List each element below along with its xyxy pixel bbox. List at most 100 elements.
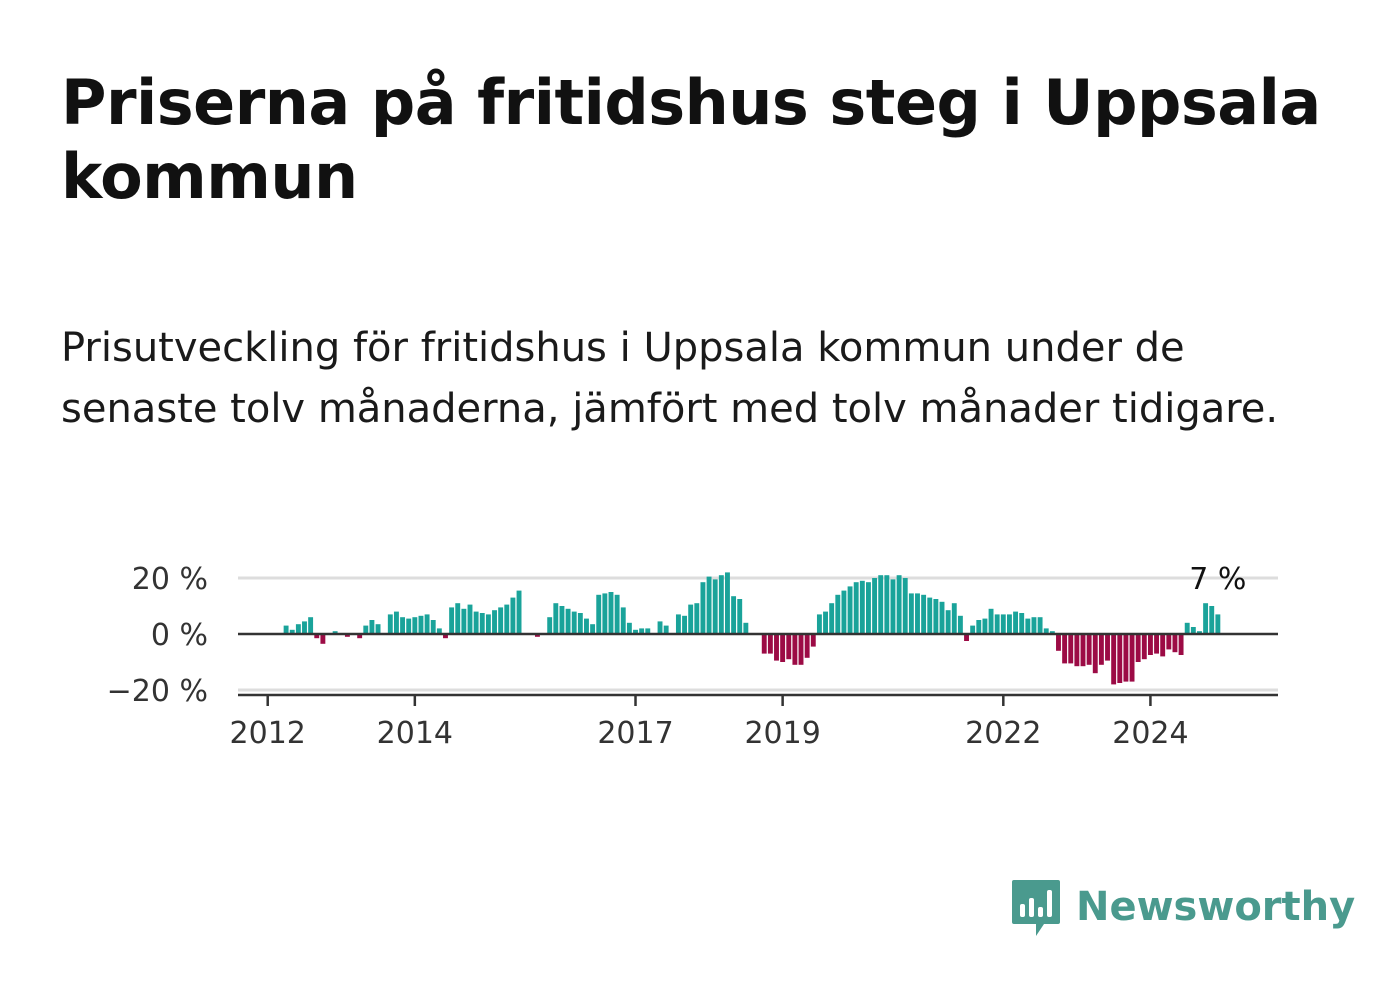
bar xyxy=(700,582,706,634)
bar xyxy=(534,634,540,637)
y-tick-label: −20 % xyxy=(107,674,208,709)
bar xyxy=(859,580,865,634)
bar xyxy=(308,617,314,634)
bar xyxy=(344,634,350,637)
bar xyxy=(737,599,743,634)
bar xyxy=(964,634,969,641)
bar xyxy=(657,621,663,634)
bar xyxy=(320,634,326,644)
bar xyxy=(492,610,497,634)
x-tick-label: 2024 xyxy=(1112,716,1188,751)
bar xyxy=(902,578,908,634)
bar xyxy=(645,628,651,634)
bar xyxy=(1184,622,1190,634)
bar xyxy=(461,608,467,634)
bar xyxy=(1098,634,1104,665)
bar xyxy=(369,620,375,634)
bar xyxy=(994,614,1000,634)
bar xyxy=(1074,634,1080,667)
bar xyxy=(608,592,614,634)
bar xyxy=(1111,634,1117,685)
bar xyxy=(1080,634,1086,667)
bar xyxy=(590,624,596,634)
bar xyxy=(565,608,571,634)
bar xyxy=(473,611,479,634)
bar xyxy=(847,586,853,634)
bar xyxy=(1019,613,1025,634)
bar xyxy=(1160,634,1166,657)
bar xyxy=(1135,634,1141,662)
chart-subtitle: Prisutveckling för fritidshus i Uppsala … xyxy=(61,325,1279,432)
bar xyxy=(915,593,920,634)
bar xyxy=(1197,631,1202,634)
bar xyxy=(584,618,589,634)
bar xyxy=(363,625,369,634)
bar xyxy=(774,634,779,661)
bar xyxy=(1086,634,1092,665)
bar xyxy=(896,575,902,634)
bar xyxy=(1190,627,1196,634)
bar xyxy=(866,582,871,634)
bar xyxy=(786,634,792,660)
bar xyxy=(816,614,822,634)
bar xyxy=(467,604,473,634)
bar xyxy=(939,601,945,634)
bar xyxy=(1037,617,1043,634)
bar xyxy=(479,613,485,634)
bar xyxy=(577,613,583,634)
bar xyxy=(761,634,767,654)
y-tick-label: 0 % xyxy=(151,618,208,653)
y-tick-label: 20 % xyxy=(132,562,208,597)
bar xyxy=(418,615,424,634)
bar xyxy=(1141,634,1147,660)
latest-value-label: 7 % xyxy=(1189,562,1246,597)
bar xyxy=(792,634,798,665)
bar xyxy=(602,593,608,634)
bar xyxy=(970,625,976,634)
bar xyxy=(1000,614,1006,634)
bar xyxy=(1215,614,1221,634)
bar xyxy=(1056,634,1061,651)
bar xyxy=(706,576,712,634)
bar xyxy=(804,634,810,658)
bar xyxy=(767,634,773,654)
bar xyxy=(485,614,491,634)
bar xyxy=(718,575,724,634)
price-change-bar-chart: 20 % 0 % −20 % 2012 2014 2017 2019 2022 2024 7 % xyxy=(107,562,1278,751)
bar xyxy=(841,590,847,634)
bar xyxy=(890,579,896,634)
bar xyxy=(798,634,804,665)
bar xyxy=(1043,628,1049,634)
bar xyxy=(1154,634,1160,654)
bar xyxy=(596,594,602,634)
bar xyxy=(688,604,694,634)
bar xyxy=(430,620,436,634)
x-tick-label: 2019 xyxy=(744,716,820,751)
bar xyxy=(933,599,939,634)
bar xyxy=(1025,618,1031,634)
bar xyxy=(412,617,418,634)
bar xyxy=(1172,634,1178,653)
bar xyxy=(988,608,994,634)
bar xyxy=(289,629,295,634)
bar xyxy=(1006,614,1012,634)
bar xyxy=(1123,634,1129,682)
bar xyxy=(504,604,510,634)
bar xyxy=(1068,634,1074,664)
bar xyxy=(1129,634,1135,682)
bar xyxy=(731,596,737,634)
bar xyxy=(1147,634,1153,655)
axis-labels: 20 % 0 % −20 % 2012 2014 2017 2019 2022 2024 7 % xyxy=(107,562,1247,751)
bar xyxy=(663,625,669,634)
bar xyxy=(375,624,381,634)
bar xyxy=(694,603,700,634)
x-tick-label: 2014 xyxy=(377,716,453,751)
bar xyxy=(620,607,626,634)
bar xyxy=(725,572,730,634)
bar xyxy=(1203,603,1209,634)
bar xyxy=(406,618,412,634)
newsworthy-logo: Newsworthy xyxy=(1010,878,1355,940)
bar xyxy=(823,611,828,634)
bar xyxy=(957,615,963,634)
bar xyxy=(872,578,878,634)
